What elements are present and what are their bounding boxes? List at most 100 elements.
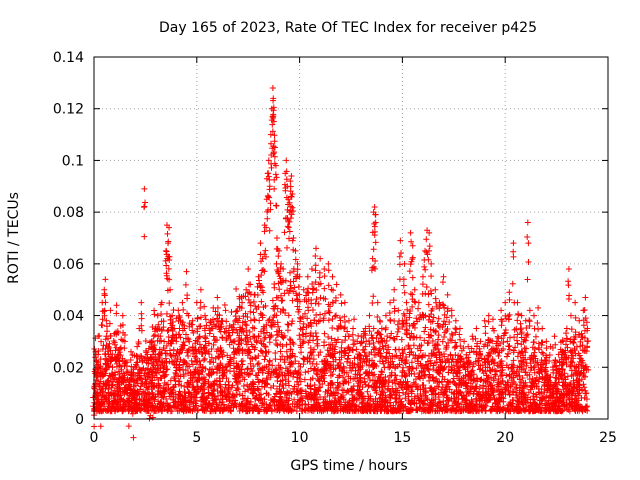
data-point (440, 273, 447, 280)
data-point (446, 359, 453, 366)
data-point (242, 388, 249, 395)
data-point (201, 355, 208, 362)
data-point (573, 377, 580, 384)
data-point (478, 376, 485, 383)
data-point (442, 345, 449, 352)
data-point (311, 346, 318, 353)
data-point (374, 299, 381, 306)
data-point (562, 376, 569, 383)
data-point (195, 370, 202, 377)
data-point (214, 294, 221, 301)
data-point (392, 380, 399, 387)
data-point (321, 342, 328, 349)
data-point (310, 285, 317, 292)
data-point (148, 402, 155, 409)
data-point (221, 302, 228, 309)
data-point (448, 330, 455, 337)
data-point (415, 305, 422, 312)
data-point (407, 290, 414, 297)
data-point (409, 303, 416, 310)
data-point (511, 334, 518, 341)
data-point (97, 356, 104, 363)
data-point (382, 312, 389, 319)
data-point (176, 314, 183, 321)
data-point (480, 370, 487, 377)
data-point (271, 144, 278, 151)
data-point (142, 199, 149, 206)
data-point (410, 379, 417, 386)
data-point (421, 337, 428, 344)
data-point (327, 341, 334, 348)
data-point (197, 286, 204, 293)
data-point (314, 336, 321, 343)
data-point (296, 375, 303, 382)
data-point (567, 363, 574, 370)
data-point (370, 293, 377, 300)
x-tick-label: 0 (90, 430, 99, 446)
data-point (430, 388, 437, 395)
data-point (174, 408, 181, 415)
data-point (473, 325, 480, 332)
data-point (345, 344, 352, 351)
data-point (134, 369, 141, 376)
data-point (285, 321, 292, 328)
data-point (278, 292, 285, 299)
data-point (398, 372, 405, 379)
data-points (90, 85, 592, 441)
data-point (288, 320, 295, 327)
data-point (210, 341, 217, 348)
data-point (128, 348, 135, 355)
data-point (371, 203, 378, 210)
data-point (134, 343, 141, 350)
data-point (330, 366, 337, 373)
data-point (447, 351, 454, 358)
data-point (101, 292, 108, 299)
data-point (317, 294, 324, 301)
data-point (523, 345, 530, 352)
data-point (362, 343, 369, 350)
data-point (279, 297, 286, 304)
data-point (553, 390, 560, 397)
data-point (376, 358, 383, 365)
data-point (370, 325, 377, 332)
y-tick-label: 0.04 (53, 309, 84, 325)
data-point (219, 334, 226, 341)
data-point (429, 337, 436, 344)
data-point (273, 402, 280, 409)
x-tick-label: 25 (599, 430, 617, 446)
data-point (255, 360, 262, 367)
data-point (200, 390, 207, 397)
data-point (391, 286, 398, 293)
data-point (505, 343, 512, 350)
data-point (146, 415, 153, 422)
data-point (300, 331, 307, 338)
data-point (500, 339, 507, 346)
data-point (196, 334, 203, 341)
data-point (554, 386, 561, 393)
data-point (514, 331, 521, 338)
data-point (277, 348, 284, 355)
data-point (352, 371, 359, 378)
data-point (289, 297, 296, 304)
data-point (116, 396, 123, 403)
data-point (361, 346, 368, 353)
data-point (225, 402, 232, 409)
data-point (576, 382, 583, 389)
data-point (450, 390, 457, 397)
data-point (503, 353, 510, 360)
data-point (240, 382, 247, 389)
data-point (446, 318, 453, 325)
data-point (582, 387, 589, 394)
data-point (315, 300, 322, 307)
data-point (307, 376, 314, 383)
data-point (412, 352, 419, 359)
data-point (244, 371, 251, 378)
data-point (286, 336, 293, 343)
data-point (495, 334, 502, 341)
data-point (531, 399, 538, 406)
data-point (453, 394, 460, 401)
data-point (308, 323, 315, 330)
data-point (321, 330, 328, 337)
data-point (378, 325, 385, 332)
data-point (541, 389, 548, 396)
